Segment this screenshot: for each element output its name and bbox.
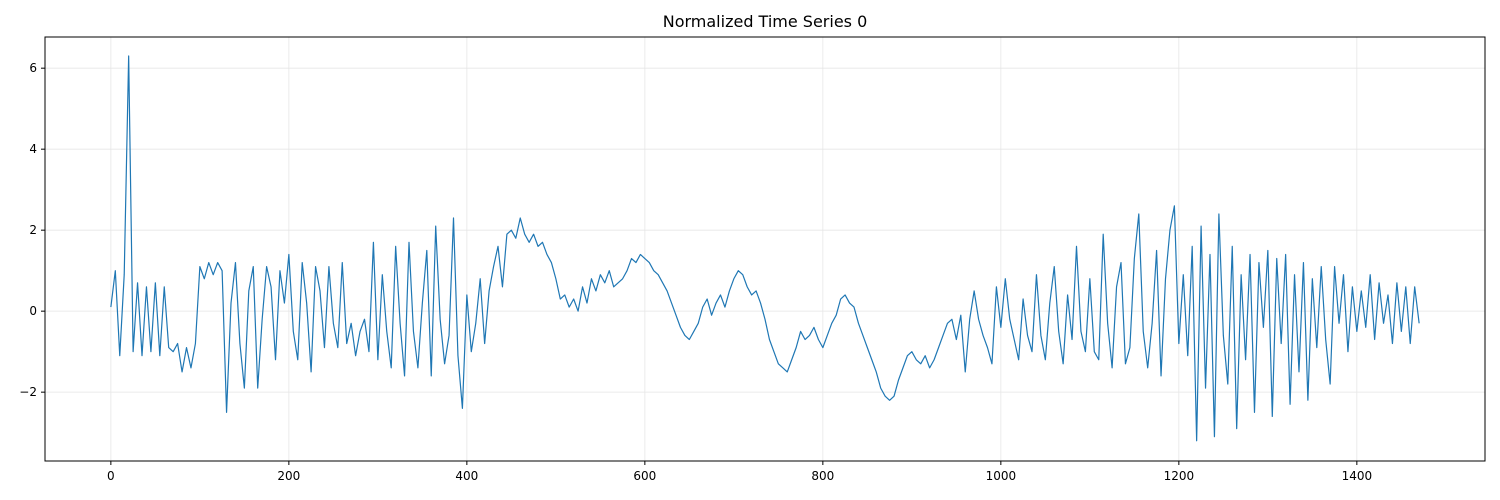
x-tick-label: 1200: [1164, 469, 1195, 483]
x-tick-label: 1400: [1342, 469, 1373, 483]
x-tick-label: 1000: [986, 469, 1017, 483]
y-tick-label: −2: [19, 385, 37, 399]
chart-title: Normalized Time Series 0: [663, 12, 868, 31]
x-tick-label: 600: [633, 469, 656, 483]
series-line: [110, 55, 1420, 442]
plot-frame: [44, 36, 1486, 462]
y-tick-label: 4: [29, 142, 37, 156]
x-tick-label: 400: [455, 469, 478, 483]
y-tick-label: 6: [29, 61, 37, 75]
y-tick-label: 2: [29, 223, 37, 237]
x-tick-label: 800: [811, 469, 834, 483]
y-tick-label: 0: [29, 304, 37, 318]
x-tick-label: 200: [277, 469, 300, 483]
x-tick-label: 0: [107, 469, 115, 483]
